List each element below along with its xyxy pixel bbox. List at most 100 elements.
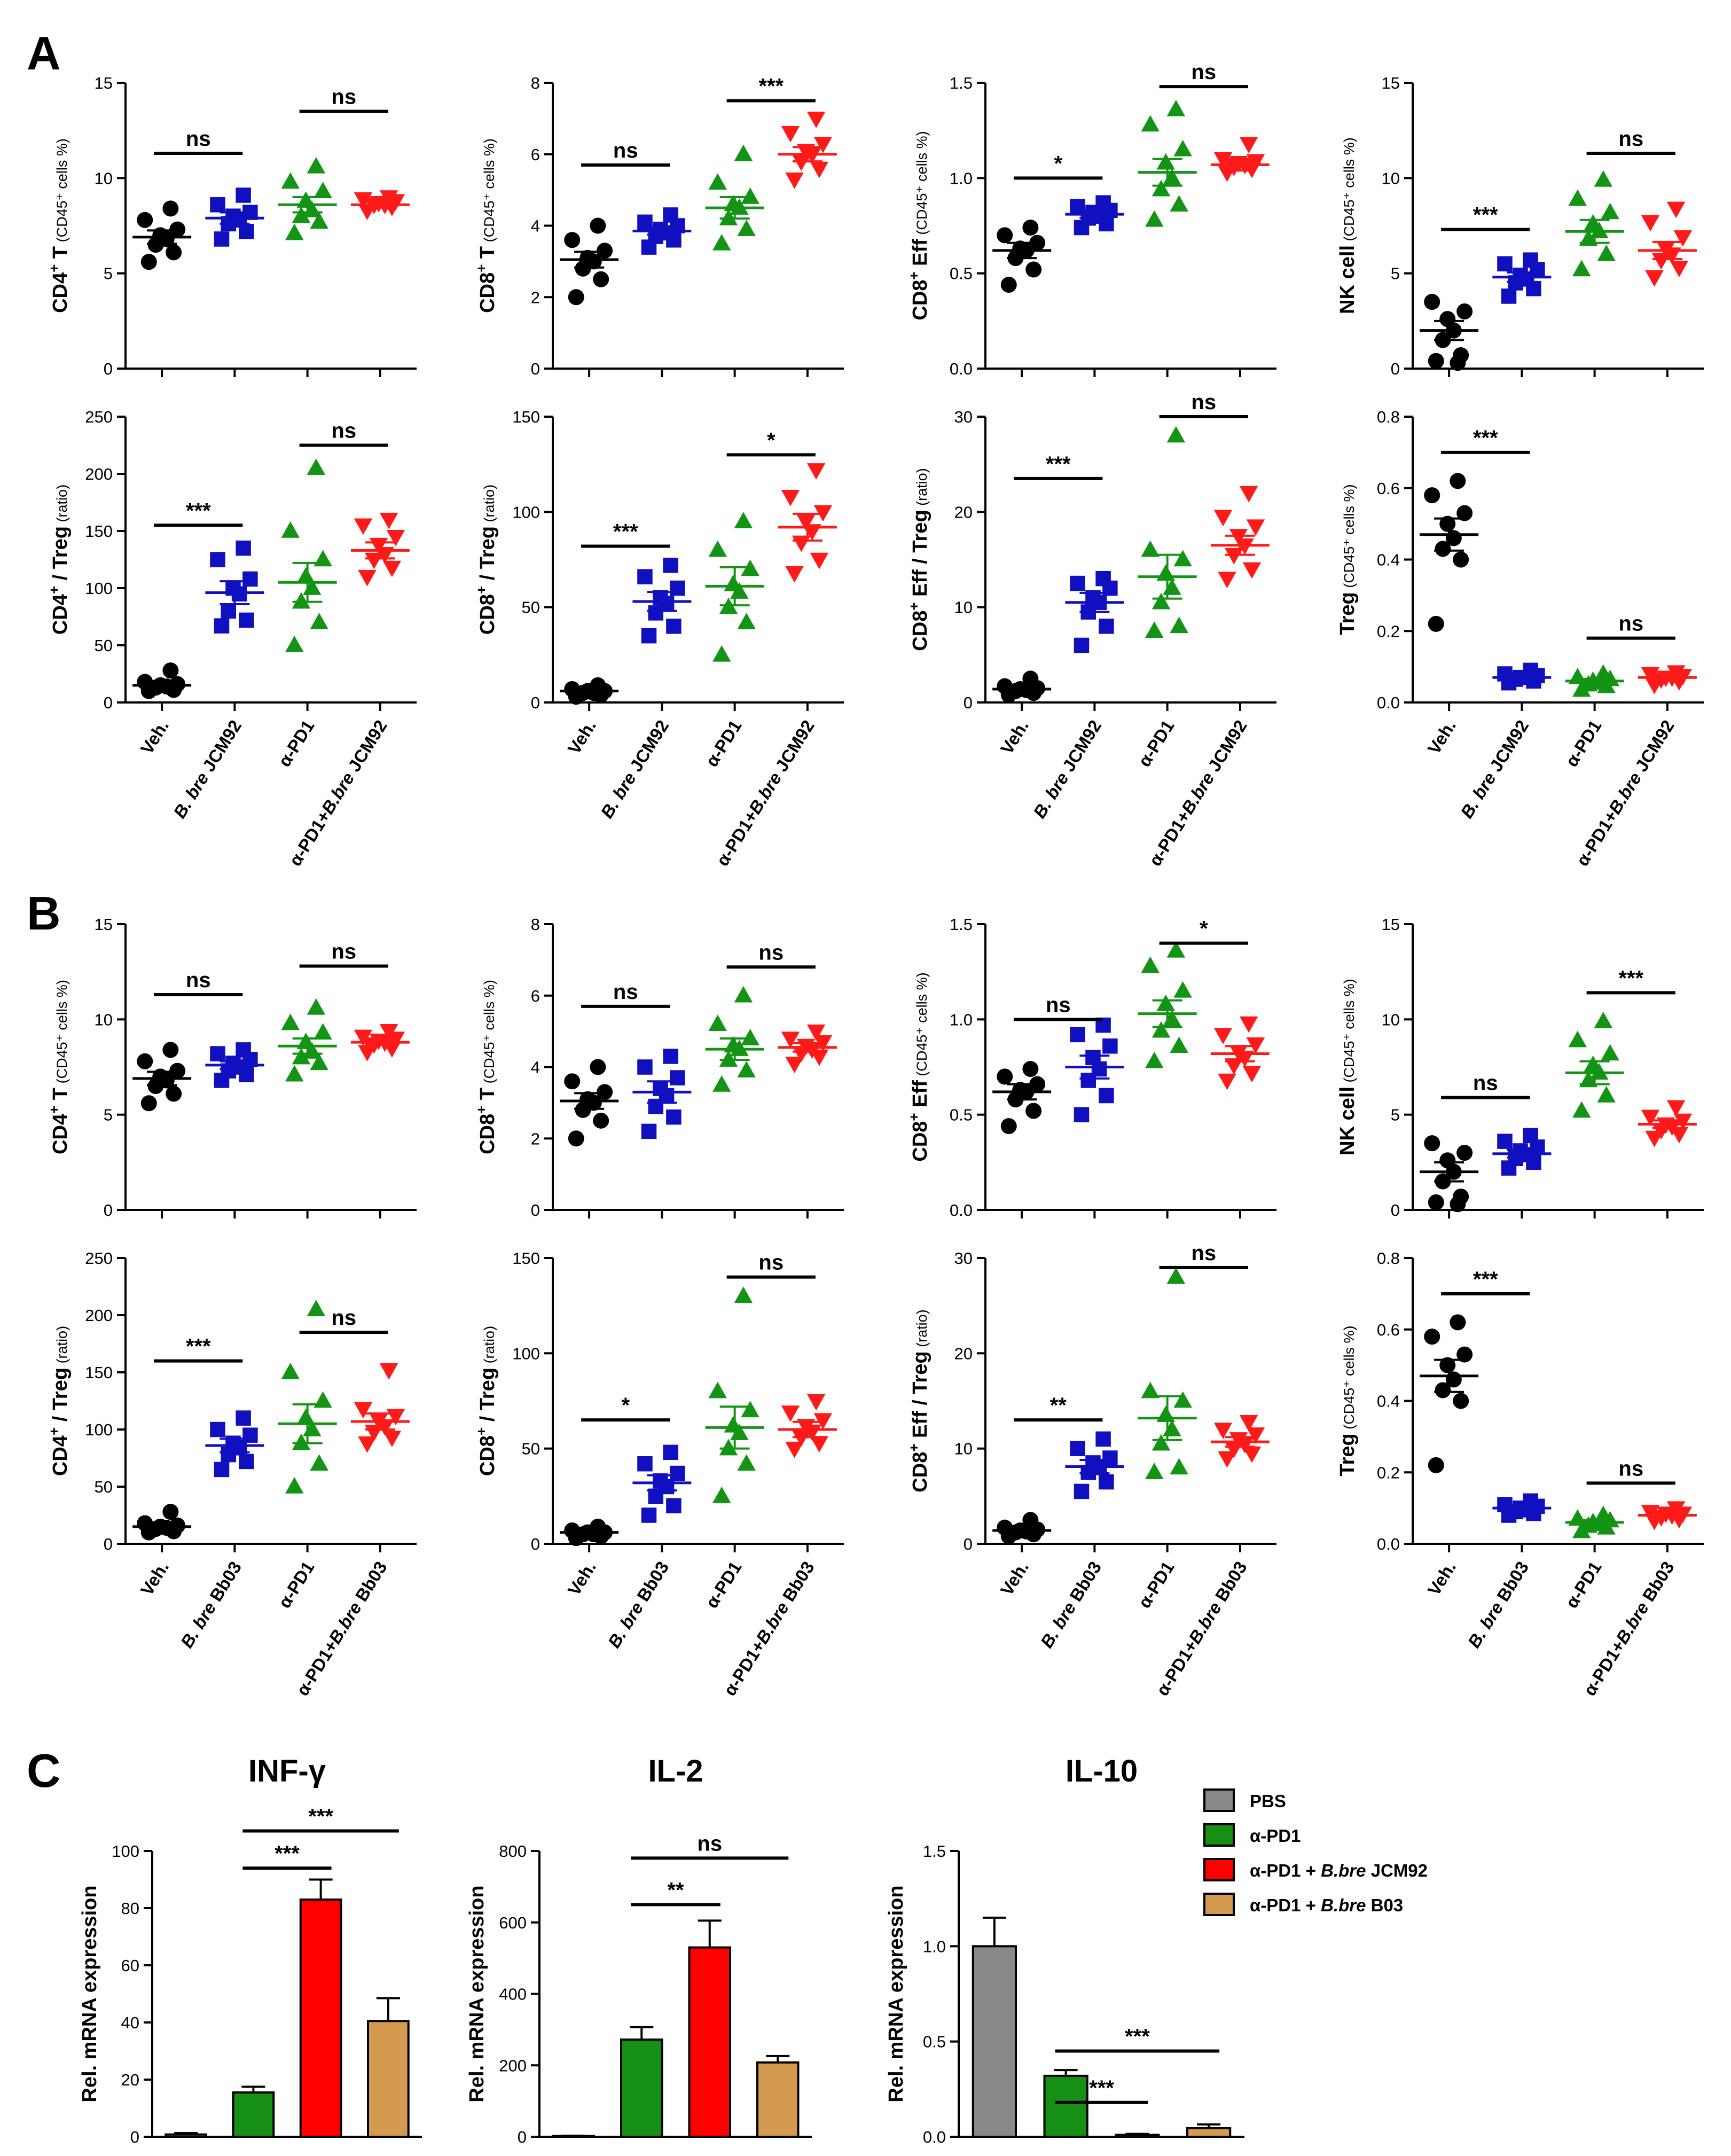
y-tick-label: 0: [104, 693, 113, 712]
data-point: [666, 1109, 682, 1125]
data-point: [1428, 615, 1444, 632]
significance-label: ns: [1618, 127, 1643, 151]
data-point: [1156, 994, 1175, 1011]
data-point: [1170, 1458, 1188, 1475]
significance-label: ns: [331, 85, 356, 109]
data-point: [781, 126, 800, 143]
significance-label: ns: [186, 127, 211, 151]
data-point: [1166, 1267, 1186, 1284]
legend-swatch: [1203, 1858, 1235, 1881]
data-point: [1141, 956, 1160, 973]
data-point: [1242, 1066, 1262, 1083]
data-point: [663, 207, 678, 223]
data-point: [1513, 267, 1528, 283]
y-tick-label: 2: [531, 288, 540, 307]
data-point: [307, 157, 326, 174]
data-point: [1145, 210, 1164, 227]
y-tick-label: 50: [522, 1440, 540, 1458]
data-point: [1673, 230, 1693, 247]
y-tick-label: 0.6: [1377, 479, 1400, 498]
data-point: [741, 188, 759, 204]
significance-label: *: [1200, 917, 1208, 941]
scatter-chart: 0 2 4 6 8 CD8+ T (CD45⁺ cells %) ns ns: [473, 915, 844, 1220]
y-tick-label: 150: [85, 522, 113, 541]
data-point: [379, 512, 398, 529]
significance-label: ns: [1618, 612, 1643, 636]
y-axis-label: Treg (CD45⁺ cells %): [1336, 1325, 1359, 1476]
data-point: [1594, 170, 1613, 187]
data-point: [1070, 1441, 1085, 1456]
data-point: [1152, 592, 1171, 610]
y-tick-label: 100: [512, 503, 540, 521]
legend-swatch: [1203, 1823, 1235, 1847]
data-point: [1095, 571, 1111, 587]
data-point: [1597, 245, 1616, 261]
y-tick-label: 0: [964, 693, 973, 712]
bar: [299, 1898, 342, 2138]
y-tick-label: 4: [531, 1058, 540, 1077]
significance-label: ns: [697, 1832, 722, 1855]
y-tick-label: 10: [1382, 169, 1400, 188]
data-point: [568, 289, 584, 306]
y-tick-label: 0.0: [950, 1201, 973, 1220]
y-axis-label: CD8+ Eff (CD45⁺ cells %): [906, 131, 931, 320]
data-point: [1173, 981, 1192, 998]
scatter-chart: 0 5 10 15 NK cell (CD45⁺ cells %) *** ns: [1336, 74, 1704, 378]
data-point: [1170, 195, 1188, 212]
data-point: [781, 1405, 800, 1422]
data-point: [1022, 220, 1039, 236]
data-point: [1213, 1423, 1233, 1439]
data-point: [236, 188, 251, 203]
y-tick-label: 20: [954, 503, 973, 521]
data-point: [1456, 303, 1473, 319]
data-point: [712, 1486, 731, 1503]
data-point: [806, 463, 826, 480]
y-tick-label: 0: [1391, 1201, 1400, 1220]
data-point: [1025, 1103, 1042, 1119]
data-point: [806, 112, 826, 128]
y-axis-label: CD8+ Eff / Treg (ratio): [906, 1309, 931, 1492]
y-tick-label: 0.6: [1377, 1321, 1400, 1339]
y-axis-label: CD8+ / Treg (ratio): [473, 485, 499, 635]
data-point: [813, 505, 833, 522]
data-point: [1601, 202, 1619, 220]
data-point: [1572, 1101, 1591, 1118]
data-point: [1012, 240, 1029, 257]
data-point: [382, 560, 402, 577]
data-point: [1145, 621, 1164, 638]
y-tick-label: 600: [499, 1913, 527, 1932]
data-point: [1242, 1446, 1262, 1463]
data-point: [210, 1421, 225, 1438]
y-tick-label: 200: [499, 2056, 527, 2075]
data-point: [1450, 1196, 1466, 1213]
data-point: [292, 592, 311, 609]
data-point: [169, 221, 186, 238]
data-point: [1673, 1113, 1693, 1130]
data-point: [1572, 260, 1591, 277]
y-tick-label: 0: [964, 1535, 973, 1553]
data-point: [597, 243, 613, 259]
y-tick-label: 15: [1382, 915, 1400, 934]
bar: [1043, 2074, 1088, 2138]
data-point: [358, 1436, 377, 1453]
data-point: [1145, 1463, 1164, 1479]
data-point: [1439, 1357, 1456, 1373]
y-tick-label: 10: [954, 1440, 973, 1458]
y-tick-label: 80: [121, 1899, 139, 1918]
bar: [972, 1945, 1017, 2138]
y-tick-label: 1.0: [950, 1010, 973, 1029]
significance-label: ns: [613, 139, 638, 162]
y-tick-label: 1.0: [923, 1937, 946, 1956]
data-point: [307, 1300, 326, 1317]
data-point: [379, 1363, 398, 1380]
data-point: [1597, 1086, 1616, 1103]
data-point: [712, 1075, 731, 1092]
data-point: [1424, 1135, 1440, 1152]
data-point: [737, 1454, 756, 1471]
data-point: [354, 1402, 373, 1419]
data-point: [236, 1410, 251, 1426]
data-point: [296, 567, 315, 584]
data-point: [285, 223, 304, 240]
data-point: [214, 231, 230, 247]
